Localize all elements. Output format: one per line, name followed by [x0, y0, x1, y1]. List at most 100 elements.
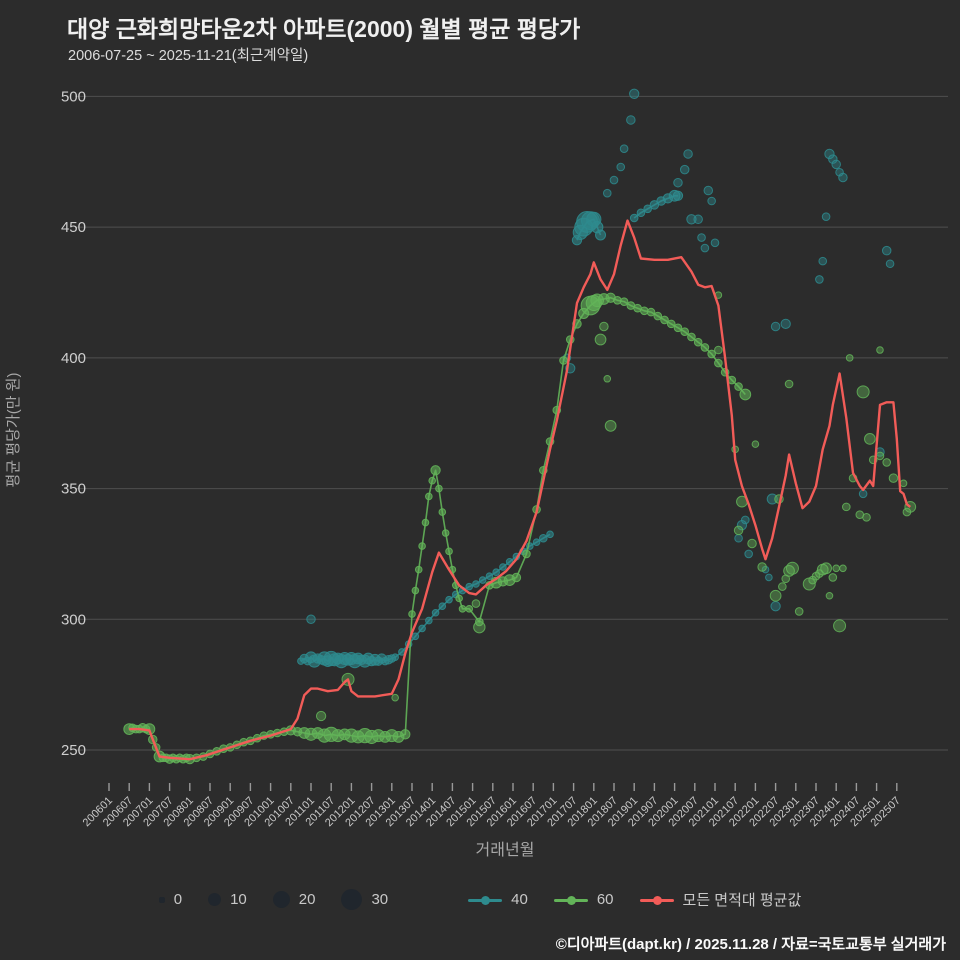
legend-size-30[interactable]: 30 — [341, 889, 388, 910]
data-point[interactable] — [418, 624, 426, 633]
data-point[interactable] — [315, 710, 327, 722]
data-point[interactable] — [683, 149, 693, 159]
data-point[interactable] — [522, 549, 531, 559]
data-point[interactable] — [885, 259, 895, 269]
data-point[interactable] — [455, 594, 463, 603]
data-point[interactable] — [619, 297, 629, 306]
data-point[interactable] — [828, 573, 838, 582]
data-point[interactable] — [499, 563, 507, 571]
data-point[interactable] — [845, 354, 854, 362]
data-point[interactable] — [629, 88, 640, 99]
data-point[interactable] — [686, 214, 697, 225]
data-point[interactable] — [603, 374, 612, 383]
data-point[interactable] — [825, 591, 834, 600]
data-point[interactable] — [700, 243, 710, 253]
data-point[interactable] — [660, 315, 669, 325]
data-point[interactable] — [425, 616, 433, 625]
data-point[interactable] — [687, 332, 696, 342]
data-point[interactable] — [626, 115, 636, 125]
data-point[interactable] — [492, 568, 500, 577]
data-point[interactable] — [734, 533, 743, 543]
data-point[interactable] — [673, 323, 683, 333]
data-point[interactable] — [888, 473, 899, 483]
data-point[interactable] — [693, 214, 703, 225]
data-point[interactable] — [391, 653, 399, 661]
data-point[interactable] — [769, 589, 782, 602]
data-point[interactable] — [747, 538, 757, 549]
data-point[interactable] — [862, 513, 871, 522]
data-point[interactable] — [673, 177, 683, 188]
data-point[interactable] — [741, 515, 750, 525]
data-point[interactable] — [780, 318, 791, 330]
legend-size-20[interactable]: 20 — [272, 891, 315, 908]
data-point[interactable] — [478, 576, 487, 584]
data-point[interactable] — [599, 321, 609, 332]
data-point[interactable] — [828, 154, 838, 164]
legend-series-40[interactable]: 40 — [468, 891, 528, 908]
data-point[interactable] — [766, 493, 778, 505]
data-point[interactable] — [733, 525, 744, 536]
data-point[interactable] — [700, 343, 710, 352]
data-point[interactable] — [697, 233, 706, 242]
data-point[interactable] — [832, 564, 840, 573]
legend-series-avg[interactable]: 모든 면적대 평균값 — [639, 889, 801, 910]
data-point[interactable] — [546, 530, 554, 539]
data-point[interactable] — [710, 238, 720, 248]
data-point[interactable] — [471, 599, 481, 608]
data-point[interactable] — [751, 440, 760, 448]
data-point[interactable] — [485, 572, 494, 580]
data-point[interactable] — [438, 602, 447, 611]
data-point[interactable] — [757, 562, 767, 572]
data-point[interactable] — [794, 607, 804, 616]
data-point[interactable] — [418, 542, 426, 550]
data-point[interactable] — [875, 451, 885, 461]
data-point[interactable] — [818, 256, 828, 266]
data-point[interactable] — [609, 175, 619, 185]
data-point[interactable] — [693, 337, 703, 347]
legend-series-60[interactable]: 60 — [553, 891, 614, 908]
data-point[interactable] — [680, 327, 690, 337]
data-point[interactable] — [666, 319, 676, 329]
data-point[interactable] — [744, 549, 753, 559]
data-point[interactable] — [438, 508, 447, 516]
data-point[interactable] — [831, 159, 841, 170]
data-point[interactable] — [595, 229, 607, 241]
data-point[interactable] — [604, 419, 617, 432]
data-point[interactable] — [602, 188, 612, 198]
data-point[interactable] — [411, 632, 420, 641]
data-point[interactable] — [425, 492, 433, 501]
data-point[interactable] — [539, 533, 548, 543]
data-point[interactable] — [431, 608, 440, 617]
data-point[interactable] — [532, 538, 541, 546]
data-point[interactable] — [765, 573, 773, 582]
data-point[interactable] — [441, 529, 450, 537]
data-point[interactable] — [815, 275, 824, 284]
data-point[interactable] — [306, 614, 316, 625]
data-point[interactable] — [785, 561, 799, 575]
data-point[interactable] — [646, 307, 656, 317]
data-point[interactable] — [435, 484, 443, 493]
data-point[interactable] — [821, 212, 831, 221]
data-point[interactable] — [679, 164, 690, 175]
data-point[interactable] — [714, 345, 723, 355]
data-point[interactable] — [824, 148, 835, 160]
data-point[interactable] — [400, 729, 411, 740]
data-point[interactable] — [430, 465, 441, 476]
data-point[interactable] — [445, 547, 453, 556]
data-point[interactable] — [770, 321, 781, 332]
data-point[interactable] — [421, 518, 430, 527]
data-point[interactable] — [636, 208, 646, 218]
legend-size-0[interactable]: 0 — [158, 891, 182, 908]
data-point[interactable] — [842, 502, 851, 512]
data-point[interactable] — [472, 580, 480, 588]
data-point[interactable] — [511, 572, 522, 583]
data-point[interactable] — [714, 358, 723, 368]
data-point[interactable] — [408, 610, 416, 618]
data-point[interactable] — [458, 605, 467, 613]
data-point[interactable] — [881, 245, 892, 256]
data-point[interactable] — [770, 601, 781, 612]
data-point[interactable] — [833, 619, 847, 633]
data-point[interactable] — [619, 144, 629, 154]
data-point[interactable] — [629, 213, 639, 223]
data-point[interactable] — [465, 582, 474, 591]
